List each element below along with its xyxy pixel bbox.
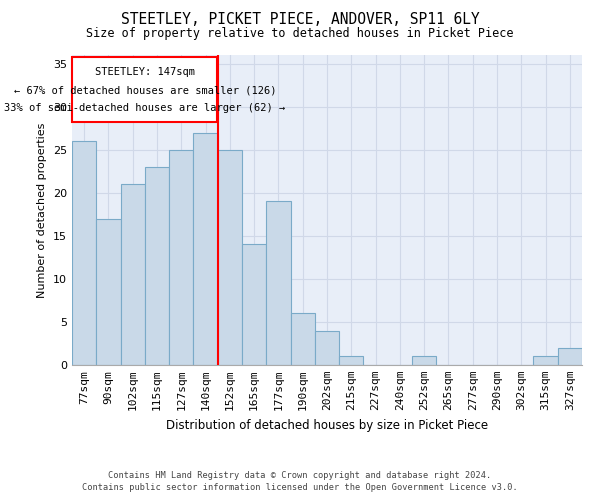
Bar — [121, 184, 145, 365]
Bar — [242, 244, 266, 365]
Bar — [290, 314, 315, 365]
Y-axis label: Number of detached properties: Number of detached properties — [37, 122, 47, 298]
Text: 33% of semi-detached houses are larger (62) →: 33% of semi-detached houses are larger (… — [4, 104, 286, 114]
Bar — [169, 150, 193, 365]
Bar — [558, 348, 582, 365]
Text: STEETLEY: 147sqm: STEETLEY: 147sqm — [95, 67, 195, 77]
Bar — [145, 167, 169, 365]
Bar — [412, 356, 436, 365]
Bar — [533, 356, 558, 365]
Text: STEETLEY, PICKET PIECE, ANDOVER, SP11 6LY: STEETLEY, PICKET PIECE, ANDOVER, SP11 6L… — [121, 12, 479, 28]
Bar — [218, 150, 242, 365]
Text: Contains HM Land Registry data © Crown copyright and database right 2024.
Contai: Contains HM Land Registry data © Crown c… — [82, 471, 518, 492]
Bar — [193, 132, 218, 365]
FancyBboxPatch shape — [73, 56, 217, 122]
Bar — [72, 141, 96, 365]
Bar — [315, 330, 339, 365]
Bar — [266, 202, 290, 365]
X-axis label: Distribution of detached houses by size in Picket Piece: Distribution of detached houses by size … — [166, 418, 488, 432]
Text: Size of property relative to detached houses in Picket Piece: Size of property relative to detached ho… — [86, 28, 514, 40]
Text: ← 67% of detached houses are smaller (126): ← 67% of detached houses are smaller (12… — [14, 86, 276, 96]
Bar — [96, 218, 121, 365]
Bar — [339, 356, 364, 365]
